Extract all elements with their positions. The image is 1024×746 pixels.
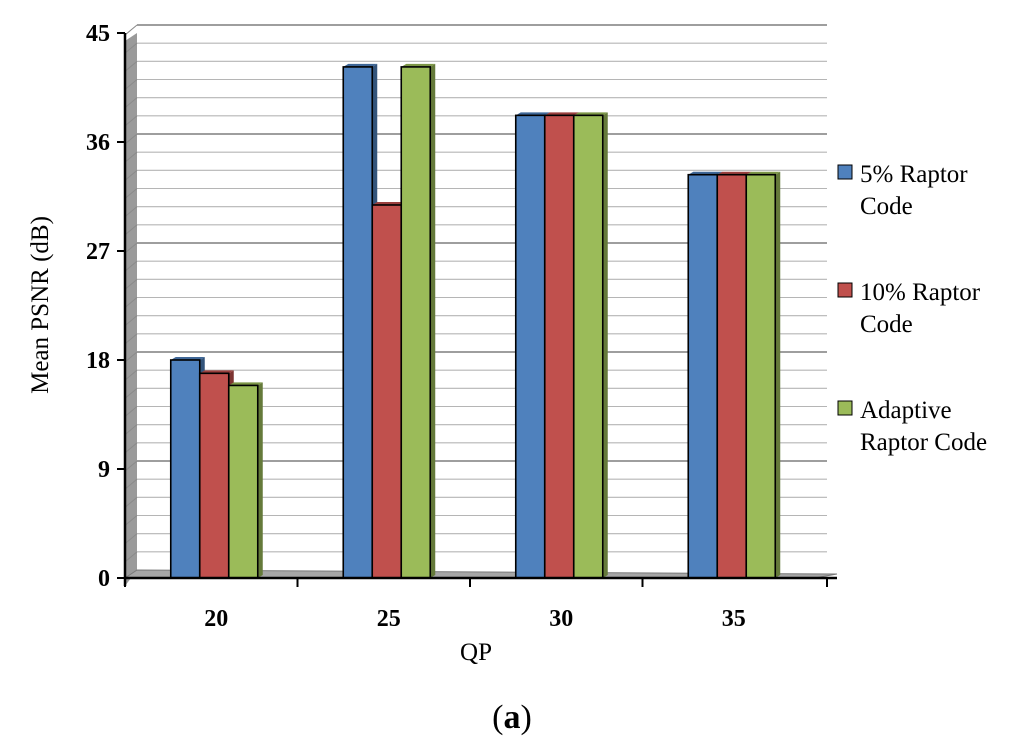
gridline-wall <box>124 79 138 90</box>
caption-label: a <box>504 699 521 736</box>
gridline-wall <box>124 478 138 490</box>
bar-front <box>371 204 403 579</box>
legend-swatch <box>837 164 853 180</box>
gridline-wall <box>124 551 138 563</box>
gridline-wall <box>124 442 138 454</box>
y-tick-label: 36 <box>86 130 110 156</box>
x-tick-label: 20 <box>204 606 228 632</box>
legend-item: 5% Raptor Code <box>837 161 968 220</box>
gridline-wall <box>124 97 138 109</box>
legend-label-line: Adaptive <box>860 397 952 424</box>
gridline-wall <box>124 351 138 363</box>
gridline-wall <box>124 169 138 181</box>
gridline-wall <box>124 206 138 218</box>
x-axis-title: QP <box>460 639 492 666</box>
gridline-wall <box>124 533 138 545</box>
gridline-wall <box>124 260 138 272</box>
gridline-wall <box>124 115 138 127</box>
legend-item: Adaptive Raptor Code <box>837 397 987 456</box>
gridline-wall <box>124 224 138 236</box>
bar-front <box>514 114 546 579</box>
gridline-wall <box>124 242 138 254</box>
legend-label-line: Code <box>860 193 913 220</box>
legend-label: 5% Raptor Code <box>860 161 968 220</box>
legend-item: 10% Raptor Code <box>837 279 981 338</box>
gridline-wall <box>124 133 138 145</box>
gridline-wall <box>124 369 138 381</box>
bars <box>169 63 781 579</box>
x-tick-label: 35 <box>722 606 746 632</box>
legend-label: Adaptive Raptor Code <box>860 397 987 456</box>
bar-front <box>400 66 432 579</box>
gridline-wall <box>124 151 138 163</box>
caption-close: ) <box>521 699 532 736</box>
bar-front <box>745 173 777 579</box>
bar <box>198 370 234 579</box>
y-tick-labels: 0 9 18 27 36 45 <box>86 21 110 592</box>
gridline-wall <box>124 188 138 199</box>
bar-front <box>342 66 374 579</box>
y-tick-label: 9 <box>98 457 110 483</box>
legend: 5% Raptor Code 10% Raptor Code Adaptive Rapto… <box>837 161 987 456</box>
gridline-wall <box>124 387 138 399</box>
legend-swatch <box>837 400 853 416</box>
bar <box>745 171 781 579</box>
legend-label: 10% Raptor Code <box>860 279 981 338</box>
gridline-wall <box>124 315 138 327</box>
x-tick-labels: 20 25 30 35 <box>204 606 746 632</box>
axes <box>117 32 837 587</box>
bar-front <box>572 114 604 579</box>
gridline-wall <box>124 406 138 417</box>
bar-side <box>257 382 263 578</box>
y-tick-label: 27 <box>86 239 110 265</box>
legend-label-line: Raptor Code <box>860 429 987 456</box>
figure-caption: (a) <box>492 699 532 736</box>
bar <box>227 382 263 579</box>
legend-label-line: Code <box>860 311 913 338</box>
gridline-wall <box>124 515 138 526</box>
x-tick-label: 30 <box>549 606 573 632</box>
x-tick-label: 25 <box>377 606 401 632</box>
y-tick-label: 45 <box>86 21 110 47</box>
gridline-wall <box>124 460 138 472</box>
bar <box>572 112 608 579</box>
caption-open: ( <box>492 699 503 736</box>
gridline-wall <box>124 333 138 345</box>
gridline-wall <box>124 24 138 36</box>
y-axis-title: Mean PSNR (dB) <box>27 216 54 394</box>
bar <box>400 63 436 579</box>
bar-side <box>775 171 781 578</box>
y-tick-label: 18 <box>86 348 110 374</box>
legend-swatch <box>837 282 853 298</box>
bar-side <box>430 63 436 578</box>
bar-front <box>716 173 748 579</box>
gridline-wall <box>124 60 138 72</box>
bar-front <box>687 173 719 579</box>
bar-front <box>543 114 575 579</box>
gridline-wall <box>124 42 138 54</box>
bar-front <box>169 359 201 579</box>
bar-front <box>227 384 259 579</box>
y-tick-label: 0 <box>98 566 110 592</box>
gridline-wall <box>124 424 138 436</box>
legend-label-line: 5% Raptor <box>860 161 968 188</box>
bar-side <box>602 112 608 578</box>
bar-front <box>198 372 230 579</box>
gridline-wall <box>124 297 138 308</box>
gridline-wall <box>124 278 138 290</box>
side-wall <box>125 33 137 586</box>
legend-label-line: 10% Raptor <box>860 279 981 306</box>
gridline-wall <box>124 496 138 508</box>
